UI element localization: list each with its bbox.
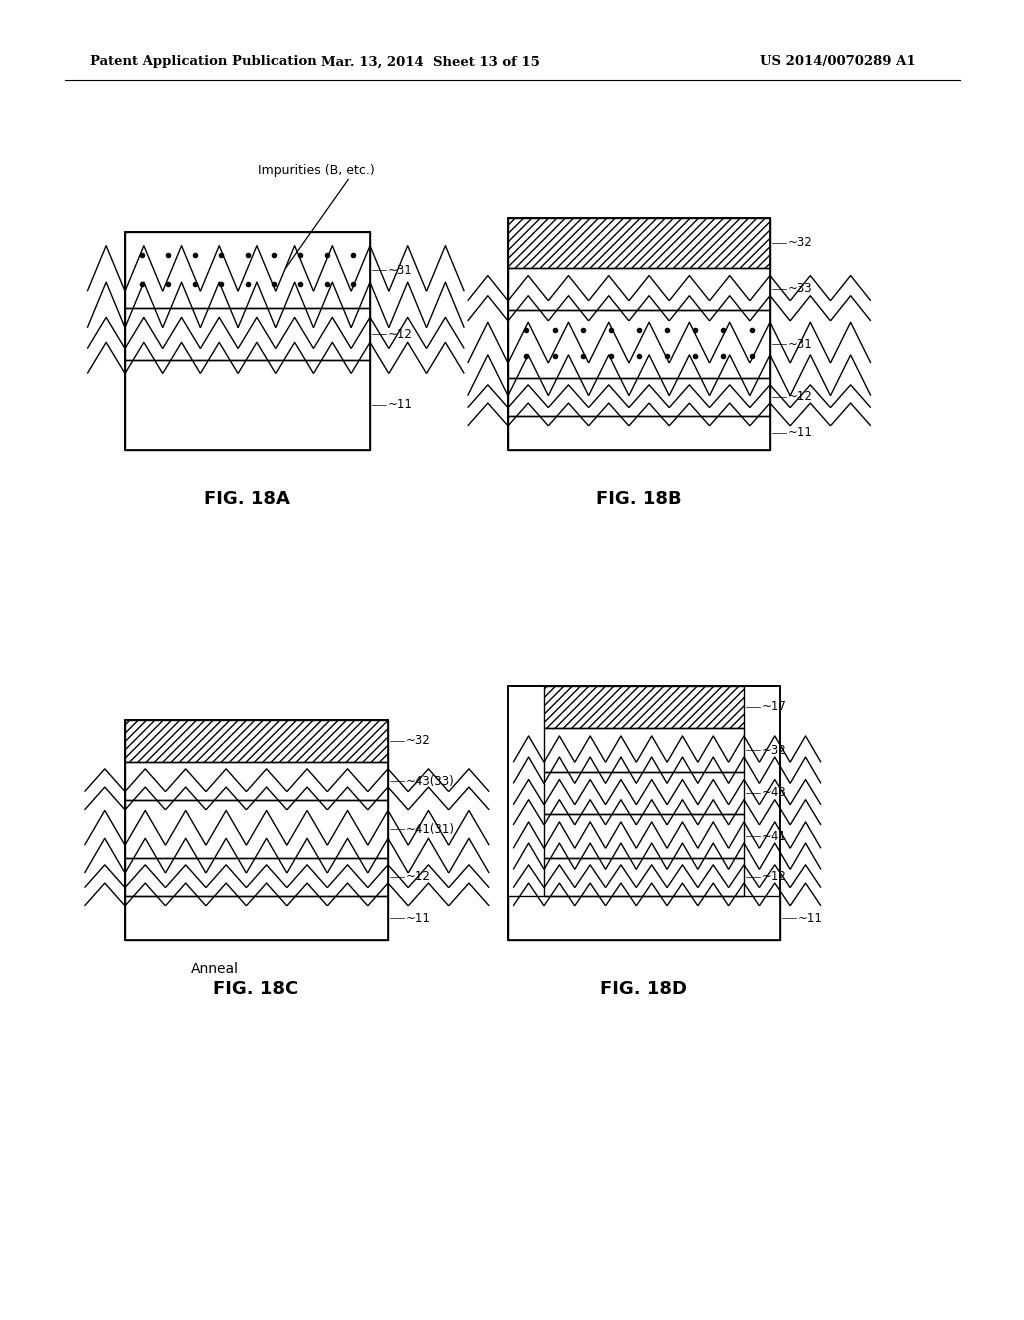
Text: Patent Application Publication: Patent Application Publication [90,55,316,69]
Text: ~12: ~12 [762,870,786,883]
Bar [125,719,388,762]
Text: FIG. 18D: FIG. 18D [600,979,687,998]
Bar [544,729,744,772]
Bar [125,800,388,858]
Bar [125,308,370,360]
Text: ~32: ~32 [762,743,786,756]
Text: ~33: ~33 [788,282,813,296]
Bar [508,218,770,450]
Text: Anneal: Anneal [190,962,239,975]
Bar [125,896,388,940]
Text: ~32: ~32 [788,236,813,249]
Bar [508,686,780,940]
Bar [508,378,770,416]
Bar [125,800,388,858]
Text: ~43(33): ~43(33) [406,775,455,788]
Bar [125,360,370,450]
Bar [125,858,388,896]
Bar [544,686,744,729]
Bar [125,719,388,762]
Bar [508,218,770,268]
Text: ~12: ~12 [788,391,813,404]
Text: ~41: ~41 [762,829,786,842]
Bar [508,896,780,940]
Text: ~11: ~11 [406,912,431,924]
Bar [508,310,770,378]
Text: FIG. 18B: FIG. 18B [596,490,682,508]
Bar [125,232,370,450]
Bar [125,762,388,800]
Bar [508,416,770,450]
Bar [544,772,744,814]
Bar [544,814,744,858]
Bar [508,378,770,416]
Text: ~31: ~31 [388,264,413,276]
Bar [125,232,370,308]
Text: ~12: ~12 [406,870,431,883]
Text: ~31: ~31 [788,338,813,351]
Text: FIG. 18A: FIG. 18A [204,490,290,508]
Bar [508,268,770,310]
Bar [544,858,744,896]
Text: Mar. 13, 2014  Sheet 13 of 15: Mar. 13, 2014 Sheet 13 of 15 [321,55,540,69]
Bar [125,719,388,940]
Bar [544,729,744,772]
Bar [125,719,388,940]
Text: ~11: ~11 [798,912,823,924]
Bar [125,858,388,896]
Bar [544,814,744,858]
Bar [508,218,770,450]
Text: ~41(31): ~41(31) [406,822,455,836]
Bar [544,772,744,814]
Text: ~12: ~12 [388,327,413,341]
Text: Impurities (B, etc.): Impurities (B, etc.) [258,164,375,177]
Bar [125,762,388,800]
Bar [125,232,370,308]
Bar [544,686,744,729]
Text: ~32: ~32 [406,734,431,747]
Bar [125,308,370,360]
Bar [544,858,744,896]
Text: US 2014/0070289 A1: US 2014/0070289 A1 [760,55,915,69]
Text: ~11: ~11 [388,399,413,412]
Bar [508,268,770,310]
Text: ~43: ~43 [762,787,786,800]
Bar [508,310,770,378]
Bar [125,232,370,450]
Text: ~11: ~11 [788,426,813,440]
Bar [508,686,780,940]
Text: ~17: ~17 [762,701,786,714]
Bar [508,218,770,268]
Text: FIG. 18C: FIG. 18C [213,979,299,998]
